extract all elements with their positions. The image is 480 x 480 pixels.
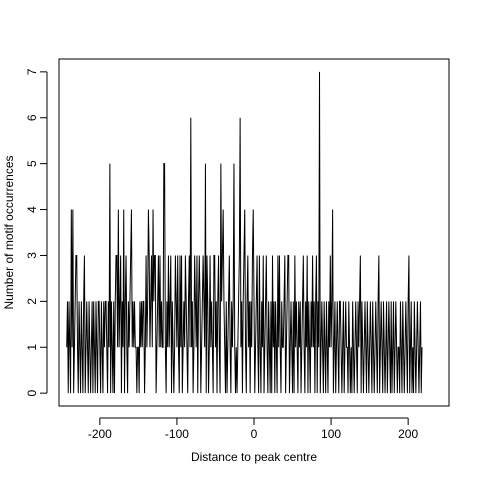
x-tick-label: -200 [88, 427, 112, 441]
x-tick-label: 0 [251, 427, 258, 441]
y-tick-label: 5 [25, 160, 39, 167]
y-tick-label: 4 [25, 206, 39, 213]
y-tick-label: 1 [25, 344, 39, 351]
x-tick-label: 100 [321, 427, 341, 441]
y-tick-label: 7 [25, 68, 39, 75]
x-axis: -200 -100 0 100 200 [88, 417, 418, 441]
y-axis: 0 1 2 3 4 5 6 7 [25, 68, 48, 396]
y-tick-label: 3 [25, 252, 39, 259]
x-axis-label: Distance to peak centre [191, 450, 317, 464]
x-tick-label: 200 [398, 427, 418, 441]
x-tick-label: -100 [165, 427, 189, 441]
series-layer [66, 71, 423, 394]
y-tick-label: 2 [25, 298, 39, 305]
y-axis-label: Number of motif occurrences [2, 155, 16, 309]
series-line [66, 71, 423, 394]
y-tick-label: 0 [25, 389, 39, 396]
plot-frame [58, 58, 450, 407]
y-tick-label: 6 [25, 114, 39, 121]
